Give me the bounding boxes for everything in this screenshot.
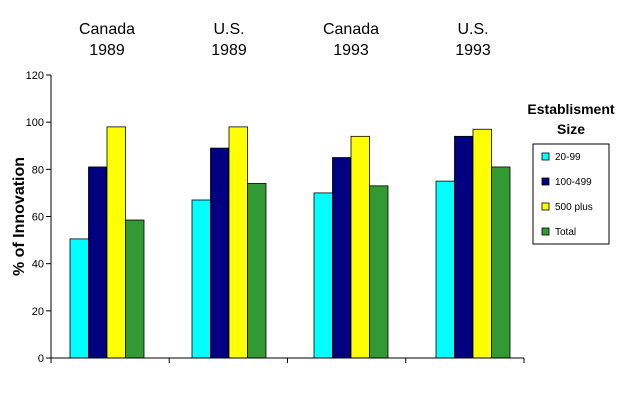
bar-20-99-3 <box>435 180 455 359</box>
category-label-3-1: 1993 <box>455 42 491 59</box>
bar-500-plus-2 <box>350 135 370 359</box>
category-labels: Canada 1989 U.S. 1989 Canada 1993 U.S. 1993 <box>79 21 491 59</box>
bar-100-499-3 <box>454 135 474 359</box>
bar-500-plus-0 <box>106 126 126 359</box>
y-tick-label-100: 100 <box>26 117 44 129</box>
legend-swatch-20-99 <box>541 152 550 161</box>
bar-Total-2 <box>369 185 389 359</box>
bar-Total-1 <box>247 183 267 359</box>
bar-20-99-2 <box>313 192 333 359</box>
legend-entry-100-499: 100-499 <box>555 177 592 188</box>
category-label-2-0: Canada <box>323 21 379 38</box>
y-tick-label-40: 40 <box>32 259 44 271</box>
legend: Establisment Size 20-99 100-499 500 plus Tota… <box>527 101 615 245</box>
legend-swatch-Total <box>541 227 550 236</box>
legend-entry-20-99: 20-99 <box>555 152 581 163</box>
bar-Total-3 <box>491 166 511 359</box>
category-label-0-1: 1989 <box>89 42 125 59</box>
category-label-1-1: 1989 <box>211 42 247 59</box>
legend-entry-Total: Total <box>555 227 576 238</box>
bar-500-plus-3 <box>472 128 492 359</box>
bar-100-499-2 <box>332 157 352 359</box>
y-tick-label-120: 120 <box>26 70 44 82</box>
category-label-2-1: 1993 <box>333 42 369 59</box>
bar-20-99-0 <box>69 238 89 359</box>
y-tick-label-0: 0 <box>38 353 44 365</box>
bar-100-499-1 <box>210 147 230 359</box>
legend-swatch-500-plus <box>541 202 550 211</box>
category-label-0-0: Canada <box>79 21 135 38</box>
legend-title-line-1: Size <box>557 121 585 137</box>
category-label-1-0: U.S. <box>213 21 244 38</box>
legend-entry-500-plus: 500 plus <box>555 202 593 213</box>
bar-Total-0 <box>125 219 145 359</box>
plot-area: 0 20 40 60 80 100 120 <box>26 70 525 365</box>
category-label-3-0: U.S. <box>457 21 488 38</box>
legend-box <box>532 143 610 245</box>
y-tick-label-60: 60 <box>32 212 44 224</box>
y-axis-label: % of Innovation <box>11 157 28 276</box>
legend-title-line-0: Establisment <box>527 101 614 117</box>
y-tick-label-20: 20 <box>32 306 44 318</box>
legend-swatch-100-499 <box>541 177 550 186</box>
bar-100-499-0 <box>88 166 108 359</box>
y-tick-label-80: 80 <box>32 164 44 176</box>
bar-20-99-1 <box>191 199 211 359</box>
bar-500-plus-1 <box>228 126 248 359</box>
